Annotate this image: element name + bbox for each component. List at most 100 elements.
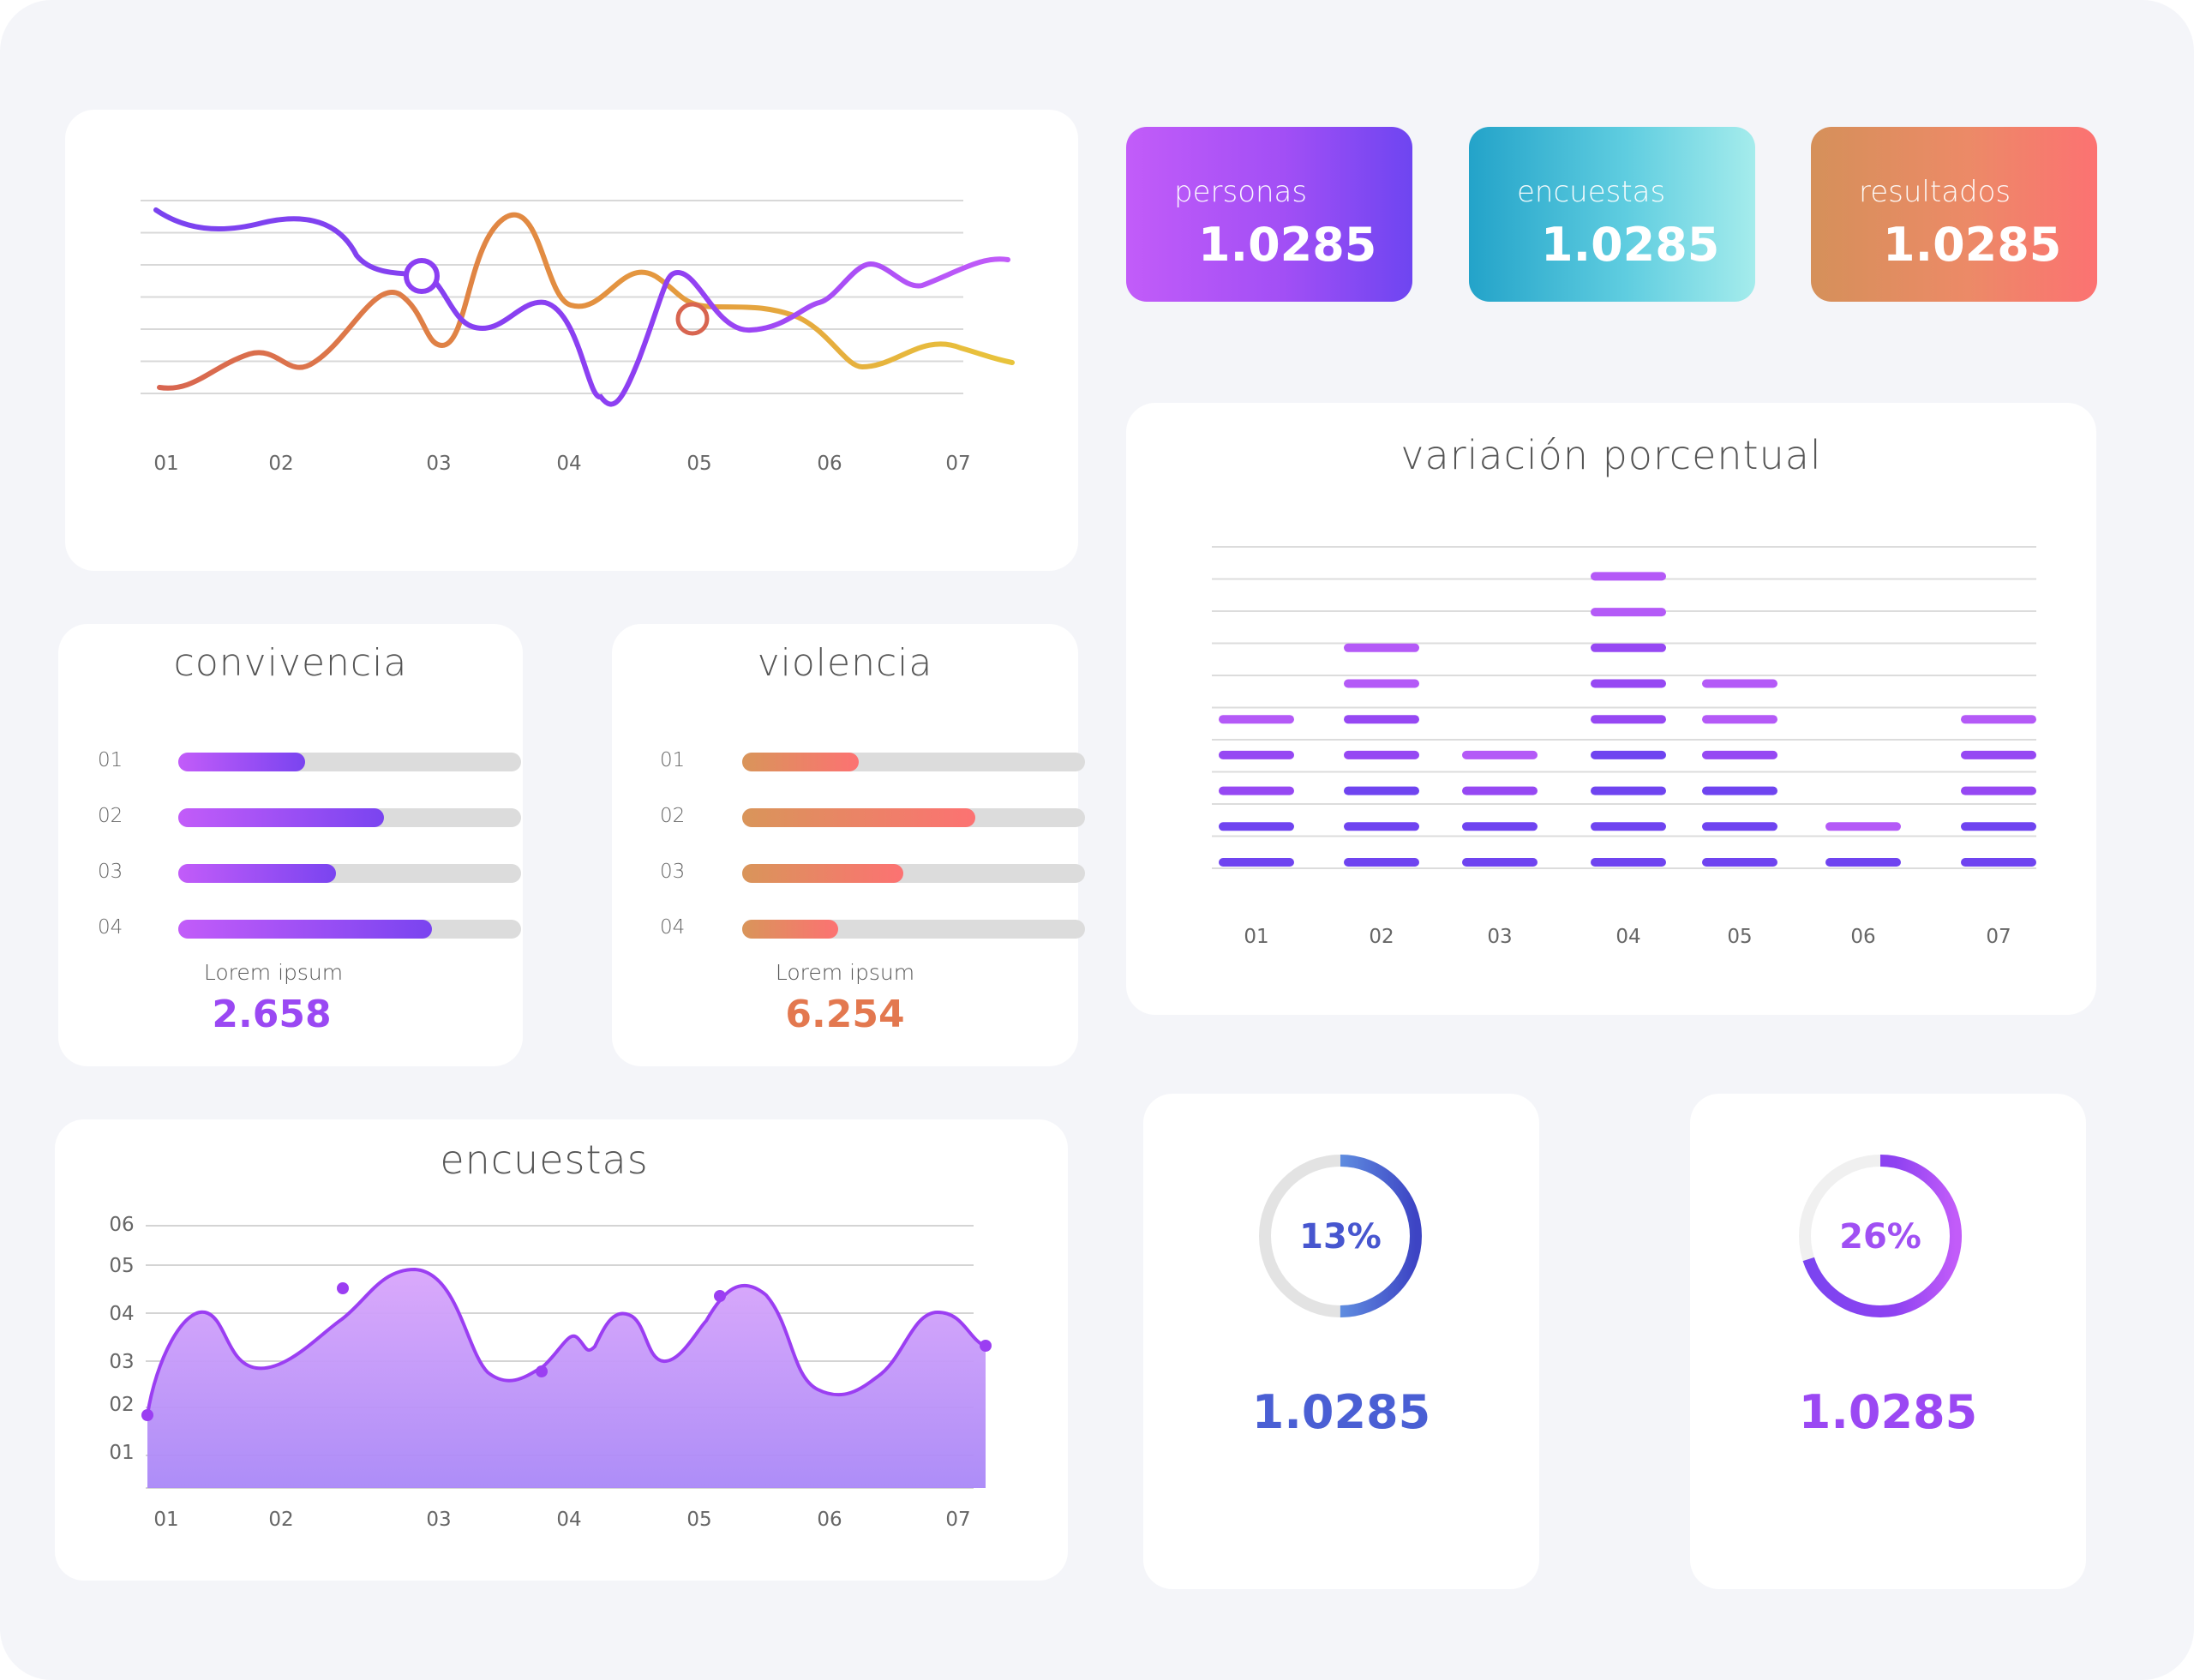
bar-label: 02 <box>98 805 123 827</box>
kpi-resultados[interactable]: resultados 1.0285 <box>1811 127 2097 302</box>
bar-segment <box>1591 679 1666 688</box>
bar-segment <box>1591 822 1666 831</box>
bar-segment <box>1344 786 1419 795</box>
bar-segment <box>1462 858 1538 867</box>
x-tick-label: 06 <box>817 1509 842 1531</box>
bar-segment <box>1591 608 1666 617</box>
encuestas-point[interactable] <box>141 1409 153 1421</box>
bar-segment <box>1219 715 1294 724</box>
x-tick-label: 04 <box>556 1509 581 1531</box>
bar-segment <box>1344 643 1419 652</box>
bar-track <box>742 808 1085 827</box>
encuestas-area <box>147 1269 986 1488</box>
bar-track <box>178 864 521 883</box>
bar-track <box>178 753 521 771</box>
x-tick-label: 05 <box>686 453 711 475</box>
kpi-personas[interactable]: personas 1.0285 <box>1126 127 1412 302</box>
x-tick-label: 07 <box>1986 926 2011 948</box>
bar-segment <box>1344 858 1419 867</box>
bar-segment <box>1462 750 1538 759</box>
violencia-summary-label: Lorem ipsum <box>775 960 915 985</box>
x-tick-label: 06 <box>817 453 842 475</box>
bar-fill <box>742 864 903 883</box>
bar-label: 04 <box>98 916 123 939</box>
bar-fill <box>178 753 305 771</box>
donut-chart-1: 13% <box>1259 1155 1422 1317</box>
bar-track <box>742 864 1085 883</box>
kpi-value: 1.0285 <box>1198 218 1377 272</box>
encuestas-point[interactable] <box>536 1365 548 1377</box>
bar-track <box>742 753 1085 771</box>
line-chart-card: 01 02 03 04 05 06 07 <box>65 110 1078 571</box>
variacion-title: variación porcentual <box>1400 432 1822 478</box>
bar-row: 04 <box>660 916 1085 939</box>
x-tick-label: 03 <box>426 1509 451 1531</box>
bar-segment <box>1591 786 1666 795</box>
x-tick-label: 04 <box>1616 926 1640 948</box>
donut-progress-arc <box>1259 1155 1422 1317</box>
violencia-card: violencia 01 02 03 04 Lorem ipsum 6.254 <box>612 624 1085 1066</box>
donut-value: 1.0285 <box>1798 1385 1978 1439</box>
variacion-card: variación porcentual 01 02 03 04 05 06 07 <box>1126 403 2096 1015</box>
bar-segment <box>1961 786 2036 795</box>
donut-card-1: 13% 1.0285 <box>1143 1094 1539 1589</box>
line-marker-purple <box>404 258 440 294</box>
encuestas-point[interactable] <box>714 1290 726 1302</box>
bar-fill <box>178 864 336 883</box>
bar-segment <box>1702 679 1777 688</box>
encuestas-points <box>141 1282 992 1421</box>
x-tick-label: 05 <box>686 1509 711 1531</box>
line-chart-x-axis: 01 02 03 04 05 06 07 <box>153 453 970 475</box>
bar-label: 03 <box>98 861 123 883</box>
x-tick-label: 02 <box>268 1509 293 1531</box>
bar-segment <box>1702 786 1777 795</box>
line-chart: 01 02 03 04 05 06 07 <box>141 200 1015 475</box>
donut-card-2: 26% 1.0285 <box>1690 1094 2086 1589</box>
bar-row: 04 <box>98 916 521 939</box>
donut-chart-2: 26% <box>1799 1155 1962 1317</box>
variacion-chart: 01 02 03 04 05 06 07 <box>1212 546 2036 948</box>
bar-row: 01 <box>98 749 521 771</box>
bar-fill <box>742 753 859 771</box>
bar-segment <box>1961 822 2036 831</box>
bar-segment <box>1219 750 1294 759</box>
bar-fill <box>742 920 838 939</box>
encuestas-point[interactable] <box>980 1340 992 1352</box>
encuestas-title: encuestas <box>440 1137 649 1183</box>
variacion-grid <box>1212 546 2036 869</box>
donut-progress-arc <box>1799 1155 1962 1317</box>
encuestas-point[interactable] <box>337 1282 349 1294</box>
y-tick-label: 06 <box>109 1214 134 1236</box>
bar-row: 03 <box>98 861 521 883</box>
variacion-bars <box>1219 572 2036 867</box>
x-tick-label: 07 <box>945 1509 970 1531</box>
donut-percent: 13% <box>1299 1217 1382 1257</box>
bar-segment <box>1961 750 2036 759</box>
encuestas-chart: 06 05 04 03 02 01 01 02 03 04 05 06 07 <box>109 1214 992 1531</box>
x-tick-label: 04 <box>556 453 581 475</box>
y-tick-label: 03 <box>109 1351 134 1373</box>
variacion-x-axis: 01 02 03 04 05 06 07 <box>1244 926 2011 948</box>
encuestas-line <box>146 1267 986 1416</box>
bar-segment <box>1825 822 1901 831</box>
bar-segment <box>1591 643 1666 652</box>
bar-segment <box>1219 786 1294 795</box>
bar-segment <box>1961 858 2036 867</box>
y-tick-label: 02 <box>109 1394 134 1416</box>
bar-label: 02 <box>660 805 686 827</box>
line-series-purple <box>153 207 1010 407</box>
donut-value: 1.0285 <box>1251 1385 1431 1439</box>
convivencia-summary-label: Lorem ipsum <box>203 960 344 985</box>
bar-segment <box>1591 572 1666 581</box>
bar-segment <box>1961 715 2036 724</box>
bar-label: 04 <box>660 916 686 939</box>
bar-track <box>178 920 521 939</box>
kpi-encuestas[interactable]: encuestas 1.0285 <box>1469 127 1755 302</box>
bar-row: 02 <box>660 805 1085 827</box>
bar-segment <box>1702 822 1777 831</box>
y-tick-label: 05 <box>109 1255 134 1277</box>
bar-segment <box>1462 822 1538 831</box>
y-tick-label: 01 <box>109 1442 134 1464</box>
bar-segment <box>1591 858 1666 867</box>
encuestas-card: encuestas 06 05 04 03 02 01 01 02 03 04 05 06 07 <box>55 1119 1068 1581</box>
